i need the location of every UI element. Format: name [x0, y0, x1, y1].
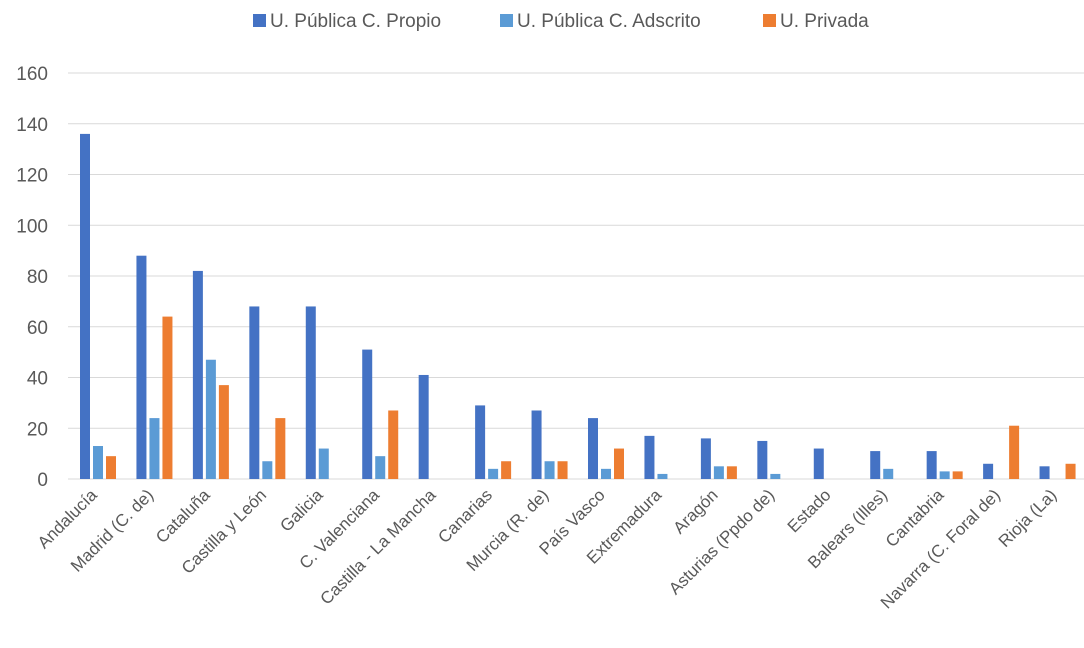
- x-tick-label: Asturias (Ppdo de): [665, 485, 778, 598]
- y-tick-label: 80: [27, 267, 48, 288]
- legend-label: U. Pública C. Propio: [270, 11, 441, 32]
- bar: [501, 461, 512, 479]
- legend-swatch: [500, 14, 513, 27]
- y-tick-label: 40: [27, 369, 48, 390]
- y-tick-label: 100: [16, 216, 48, 237]
- bar: [657, 473, 668, 479]
- chart-legend: U. Pública C. Propio U. Pública C. Adscri…: [253, 11, 869, 32]
- y-tick-label: 120: [16, 166, 48, 187]
- bar: [1009, 425, 1020, 479]
- legend-swatch: [253, 14, 266, 27]
- x-tick-label: Rioja (La): [995, 485, 1061, 551]
- legend-label: U. Privada: [780, 11, 869, 32]
- x-tick-label: Galicia: [276, 485, 327, 536]
- bar: [218, 385, 229, 479]
- x-tick-label: Aragón: [670, 485, 722, 537]
- bar: [531, 410, 542, 479]
- bars: [80, 133, 1076, 479]
- y-tick-label: 0: [37, 470, 48, 491]
- bar: [588, 418, 598, 479]
- bar: [870, 451, 881, 479]
- bar: [939, 471, 950, 479]
- bar: [388, 410, 399, 479]
- bar: [418, 374, 429, 479]
- bar: [557, 461, 568, 479]
- bar: [80, 133, 90, 479]
- bar: [488, 468, 499, 479]
- bar: [926, 451, 937, 479]
- bar: [757, 440, 768, 479]
- bar: [952, 471, 963, 479]
- bar: [726, 466, 737, 479]
- bar: [136, 255, 147, 479]
- bar: [205, 359, 216, 479]
- gridlines: [68, 72, 1084, 480]
- y-axis-ticks: 0 20 40 60 80 100 120 140 160: [16, 64, 48, 491]
- legend-label: U. Pública C. Adscrito: [517, 11, 701, 32]
- bar: [883, 468, 894, 479]
- bar: [362, 349, 373, 479]
- y-tick-label: 160: [16, 64, 48, 85]
- legend-swatch: [763, 14, 776, 27]
- y-tick-label: 140: [16, 115, 48, 136]
- bar: [614, 448, 624, 479]
- bar: [249, 306, 260, 479]
- bar: [262, 461, 273, 479]
- bar: [475, 405, 486, 479]
- bar: [544, 461, 555, 479]
- bar: [1039, 466, 1050, 479]
- bar: [644, 435, 655, 479]
- bar: [93, 446, 103, 479]
- bar: [305, 306, 316, 479]
- bar: [192, 270, 203, 479]
- bar: [983, 463, 994, 479]
- bar: [813, 448, 824, 479]
- bar: [713, 466, 724, 479]
- bar: [106, 456, 116, 479]
- y-tick-label: 60: [27, 318, 48, 339]
- bar: [318, 448, 329, 479]
- bar: [275, 418, 286, 479]
- bar: [149, 418, 160, 479]
- bar: [700, 438, 711, 479]
- bar: [162, 316, 173, 479]
- bar: [770, 473, 781, 479]
- y-tick-label: 20: [27, 419, 48, 440]
- bar: [375, 456, 386, 479]
- bar: [601, 468, 611, 479]
- x-tick-label: Estado: [784, 485, 835, 536]
- bar: [1065, 463, 1076, 479]
